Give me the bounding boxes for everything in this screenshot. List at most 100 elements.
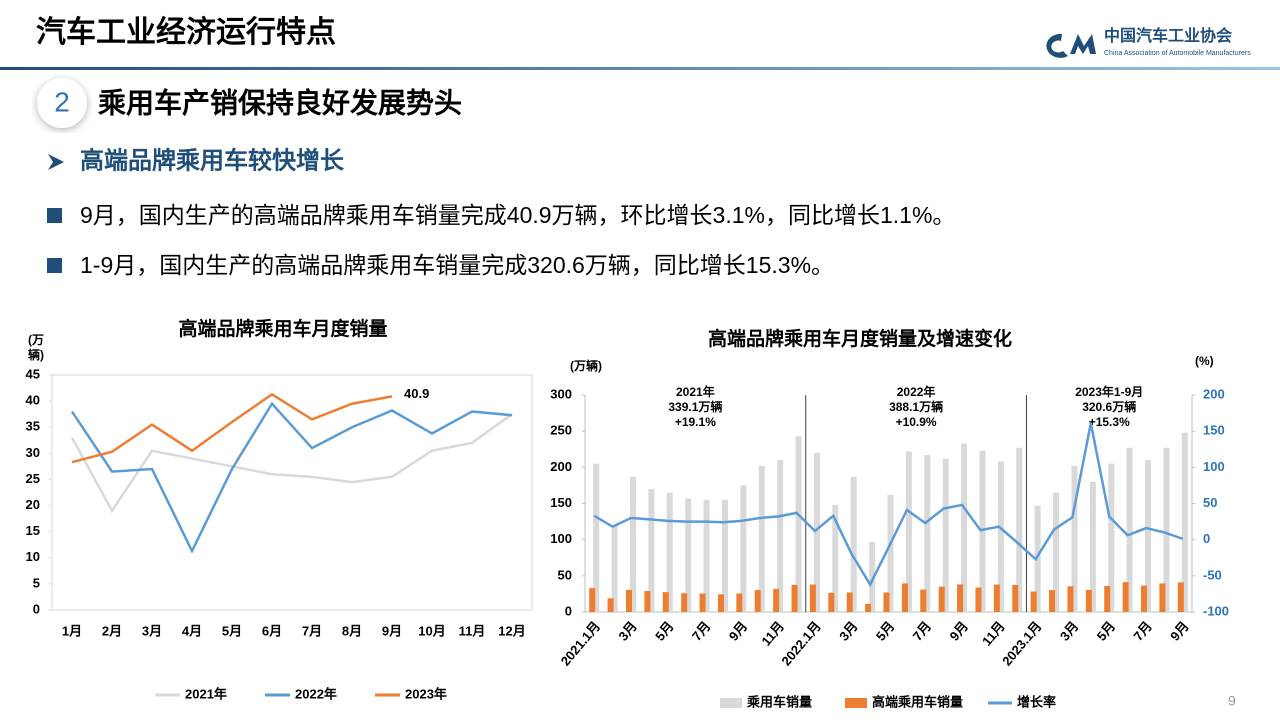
- x-tick-label: 5月: [652, 618, 676, 643]
- bar: [957, 584, 964, 612]
- bar: [883, 592, 890, 612]
- bar: [1089, 481, 1096, 612]
- bar: [754, 589, 761, 612]
- y-tick-label: 100: [550, 531, 572, 546]
- bar: [905, 451, 912, 612]
- bullet-square: [47, 258, 62, 273]
- annotation: 2021年: [676, 384, 715, 399]
- legend-label: 高端乘用车销量: [872, 694, 963, 709]
- bar: [1159, 583, 1166, 612]
- x-tick-label: 2月: [102, 623, 122, 638]
- bar: [1049, 590, 1056, 612]
- bullet: 9月，国内生产的高端品牌乘用车销量完成40.9万辆，环比增长3.1%，同比增长1…: [80, 202, 955, 228]
- legend-label: 2022年: [295, 686, 337, 701]
- bar: [1163, 447, 1170, 612]
- section-number: 2: [54, 86, 70, 117]
- bar: [924, 455, 931, 612]
- bar: [887, 494, 894, 612]
- chart-title: 高端品牌乘用车月度销量及增速变化: [708, 327, 1012, 350]
- bullet-square: [47, 208, 62, 223]
- x-tick-label: 8月: [342, 623, 362, 638]
- y-tick-label: 15: [26, 523, 40, 538]
- y-tick-label: 20: [26, 497, 40, 512]
- bar: [901, 583, 908, 612]
- header-rule: [0, 67, 1280, 70]
- bar: [975, 587, 982, 612]
- y-tick-label: 300: [550, 386, 572, 401]
- bar: [920, 589, 927, 612]
- y2-axis-label: (%): [1195, 354, 1214, 368]
- bar: [703, 499, 710, 612]
- bar: [961, 443, 968, 612]
- y-tick-label: 5: [33, 575, 40, 590]
- slide-title: 汽车工业经济运行特点: [36, 15, 336, 49]
- legend-label: 增长率: [1017, 694, 1056, 709]
- data-label: 40.9: [404, 386, 429, 401]
- y2-tick-label: -50: [1203, 567, 1222, 582]
- bar: [666, 492, 673, 612]
- y-tick-label: 150: [550, 495, 572, 510]
- y-tick-label: 0: [33, 601, 40, 616]
- bar: [1016, 447, 1023, 612]
- bar: [1071, 465, 1078, 612]
- bar: [938, 586, 945, 612]
- y-tick-label: 30: [26, 445, 40, 460]
- legend-swatch: [845, 698, 867, 708]
- bar: [832, 504, 839, 612]
- line: [70, 413, 513, 514]
- bar: [846, 592, 853, 612]
- bar: [740, 485, 747, 612]
- legend-label: 2023年: [405, 686, 447, 701]
- line: [71, 392, 393, 464]
- chart-title: 高端品牌乘用车月度销量: [178, 317, 387, 340]
- y-axis-label: (万辆): [570, 358, 602, 373]
- x-tick-label: 5月: [873, 618, 897, 643]
- x-tick-label: 9月: [1167, 618, 1191, 643]
- page-number: 9: [1228, 693, 1236, 709]
- bar: [648, 489, 655, 612]
- legend-label: 乘用车销量: [746, 694, 812, 709]
- annotation: 320.6万辆: [1082, 399, 1136, 414]
- annotation: 388.1万辆: [889, 399, 943, 414]
- bar: [758, 465, 765, 612]
- annotation: +15.3%: [1089, 415, 1130, 429]
- legend-label: 2021年: [185, 686, 227, 701]
- bar: [1085, 589, 1092, 612]
- y2-tick-label: 200: [1203, 386, 1225, 401]
- bar: [1145, 460, 1152, 612]
- bar: [850, 476, 857, 612]
- plot-frame: [51, 374, 533, 611]
- y-tick-label: 40: [26, 393, 40, 408]
- y2-tick-label: 50: [1203, 495, 1217, 510]
- line: [70, 401, 513, 554]
- section-title: 乘用车产销保持良好发展势头: [98, 86, 462, 118]
- x-tick-label: 11月: [979, 618, 1008, 648]
- annotation: 2023年1-9月: [1075, 384, 1143, 399]
- bar: [1122, 582, 1129, 612]
- bullet: 1-9月，国内生产的高端品牌乘用车销量完成320.6万辆，同比增长15.3%。: [80, 252, 834, 278]
- annotation: +10.9%: [896, 415, 937, 429]
- x-tick-label: 4月: [182, 623, 202, 638]
- x-tick-label: 7月: [1130, 618, 1154, 643]
- bar: [1030, 591, 1037, 612]
- x-tick-label: 7月: [302, 623, 322, 638]
- section-badge: [37, 78, 87, 128]
- y2-tick-label: 100: [1203, 459, 1225, 474]
- y2-tick-label: 150: [1203, 423, 1225, 438]
- x-tick-label: 7月: [910, 618, 934, 643]
- bar: [791, 584, 798, 612]
- bar: [1012, 585, 1019, 612]
- annotation: +19.1%: [675, 415, 716, 429]
- bar: [593, 463, 600, 612]
- bar: [813, 452, 820, 612]
- bar: [828, 592, 835, 612]
- y-tick-label: 0: [565, 603, 572, 618]
- bar: [736, 593, 743, 612]
- bar: [809, 584, 816, 612]
- x-tick-label: 3月: [615, 618, 639, 643]
- y-tick-label: 200: [550, 459, 572, 474]
- bar: [589, 588, 596, 612]
- x-tick-label: 2022.1月: [778, 618, 823, 668]
- x-tick-label: 12月: [498, 623, 525, 638]
